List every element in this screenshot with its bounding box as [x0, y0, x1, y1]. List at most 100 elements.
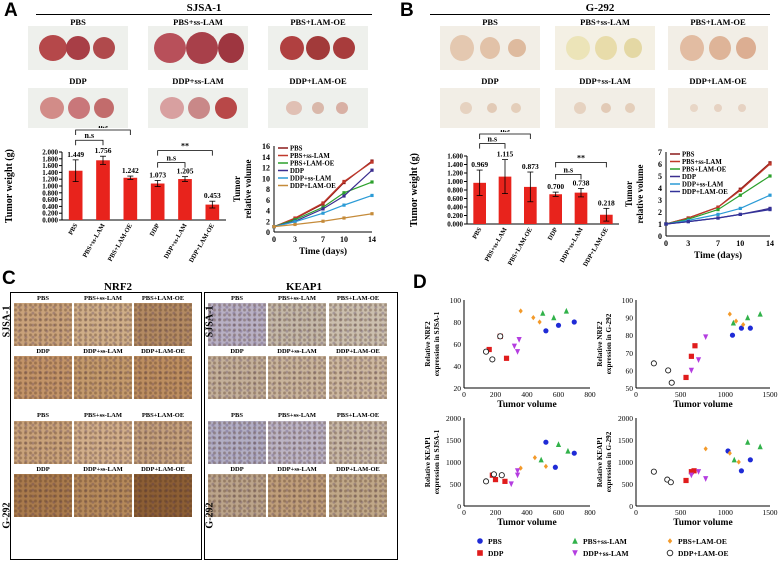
panel-c-label: C [2, 268, 16, 289]
y-axis-label: expression in SJSA-1 [433, 311, 441, 376]
x-tick-label: 600 [553, 390, 565, 399]
scatter-point [563, 307, 569, 314]
scatter-point [538, 456, 544, 463]
y-tick-label: 1.600 [42, 162, 58, 170]
y-tick-label: 1.200 [42, 176, 58, 184]
ihc-tile [74, 356, 132, 399]
y-tick-label: 1.800 [42, 155, 58, 163]
x-tick-label: DDP+LAM-OE [188, 222, 216, 263]
ihc-tile [134, 356, 192, 399]
scatter-point [543, 328, 549, 334]
y-tick-label: 0 [266, 228, 270, 237]
y-axis-label: expression in G-292 [605, 431, 613, 492]
x-axis-label: Tumor volume [497, 400, 556, 410]
y-axis-label: Relative NRF2 [424, 321, 432, 367]
series-line [273, 161, 373, 228]
scatter-point [572, 537, 578, 544]
ihc-tile [134, 474, 192, 517]
ihc-tile [268, 356, 326, 399]
ihc-tile [208, 421, 266, 464]
nrf2-title: NRF2 [103, 281, 133, 293]
significance-bracket [479, 133, 531, 139]
scatter-point [691, 468, 697, 474]
scatter-point [695, 357, 702, 363]
x-tick-label: 1500 [763, 390, 778, 399]
x-tick-label: 400 [521, 390, 533, 399]
ihc-column-label: DDP+ss-LAM [83, 466, 123, 473]
legend-label: PBS [488, 537, 502, 546]
a-group-label: PBS+ss-LAM [173, 17, 223, 27]
keap1-ihc-grid [204, 292, 398, 560]
legend-label: DDP+ss-LAM [290, 176, 332, 183]
scatter-point [477, 550, 483, 556]
bar [524, 186, 537, 224]
significance-bracket [555, 161, 607, 168]
significance-bracket [157, 162, 186, 168]
scatter-point [498, 472, 505, 479]
y-tick-label: 2 [658, 208, 662, 217]
x-tick-label: 1000 [718, 508, 733, 517]
ihc-tile [134, 303, 192, 346]
ihc-tile [268, 421, 326, 464]
legend-label: DDP+ss-LAM [682, 182, 724, 189]
ihc-tile [134, 421, 192, 464]
data-point [716, 216, 720, 220]
bar [178, 179, 192, 220]
scatter-point [736, 459, 741, 465]
y-axis-label: Relative NRF2 [596, 321, 604, 367]
significance-label: n.s [167, 154, 177, 163]
data-point [293, 216, 297, 220]
ihc-column-label: DDP+ss-LAM [277, 348, 317, 355]
y-tick-label: 16 [262, 142, 270, 151]
ihc-tile [208, 303, 266, 346]
ihc-column-label: PBS+LAM-OE [141, 412, 185, 419]
y-tick-label: 6 [658, 160, 662, 169]
scatter-point [747, 457, 753, 463]
y-tick-label: 1.000 [447, 178, 463, 186]
x-tick-label: DDP+ss-LAM [163, 223, 189, 261]
scatter-point [508, 481, 514, 488]
y-tick-label: 14 [262, 153, 270, 162]
y-tick-label: 2000 [446, 414, 461, 423]
ihc-tile [74, 474, 132, 517]
ihc-column-label: PBS+LAM-OE [336, 295, 380, 302]
scatter-point [692, 343, 698, 349]
y-axis-label: expression in G-292 [605, 313, 613, 374]
y-axis-label: Relative KEAP1 [424, 436, 432, 487]
ihc-column-label: PBS+ss-LAM [277, 412, 316, 419]
y-tick-label: 1.400 [42, 169, 58, 177]
y-axis-label: Tumor [232, 176, 242, 202]
legend-label: PBS+LAM-OE [682, 167, 727, 174]
bar [96, 160, 110, 220]
scatter-point [650, 468, 657, 475]
scatter-point [518, 308, 523, 314]
y-tick-label: 7 [658, 148, 662, 157]
ihc-column-label: DDP [36, 466, 50, 473]
a-tumor-weight-chart: 0.0000.2000.4000.6000.8001.0001.2001.400… [4, 126, 226, 264]
b-group-label: PBS [482, 17, 498, 27]
significance-label: n.s [98, 126, 108, 130]
y-tick-label: 5 [658, 172, 662, 181]
y-tick-label: 1.400 [447, 161, 463, 169]
y-tick-label: 0.800 [447, 187, 463, 195]
significance-label: n.s [564, 165, 574, 174]
legend-label: PBS+LAM-OE [290, 161, 335, 168]
data-point [321, 201, 325, 205]
significance-bracket [75, 139, 104, 146]
scatter-point [514, 468, 521, 474]
y-tick-label: 80 [626, 331, 634, 340]
y-tick-label: 0.600 [447, 195, 463, 203]
d-nrf2-sjsa-scatter: 20 40 60 80 100 0 200 400 600 800 Tumor volume Rela… [424, 296, 596, 410]
bar [205, 204, 220, 220]
x-axis-label: Tumor volume [673, 518, 732, 528]
significance-bracket [75, 129, 131, 135]
scatter-point [516, 337, 522, 343]
legend-label: PBS+ss-LAM [682, 159, 722, 166]
data-point [768, 162, 772, 166]
scatter-point [667, 479, 674, 486]
x-tick-label: 0 [664, 239, 668, 248]
x-tick-label: 14 [766, 239, 774, 248]
x-tick-label: PBS+ss-LAM [82, 223, 107, 259]
